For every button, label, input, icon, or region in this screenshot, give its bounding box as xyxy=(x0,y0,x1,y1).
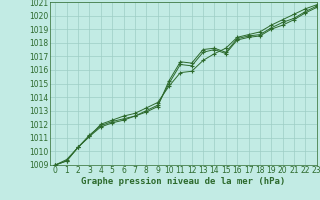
X-axis label: Graphe pression niveau de la mer (hPa): Graphe pression niveau de la mer (hPa) xyxy=(81,177,285,186)
